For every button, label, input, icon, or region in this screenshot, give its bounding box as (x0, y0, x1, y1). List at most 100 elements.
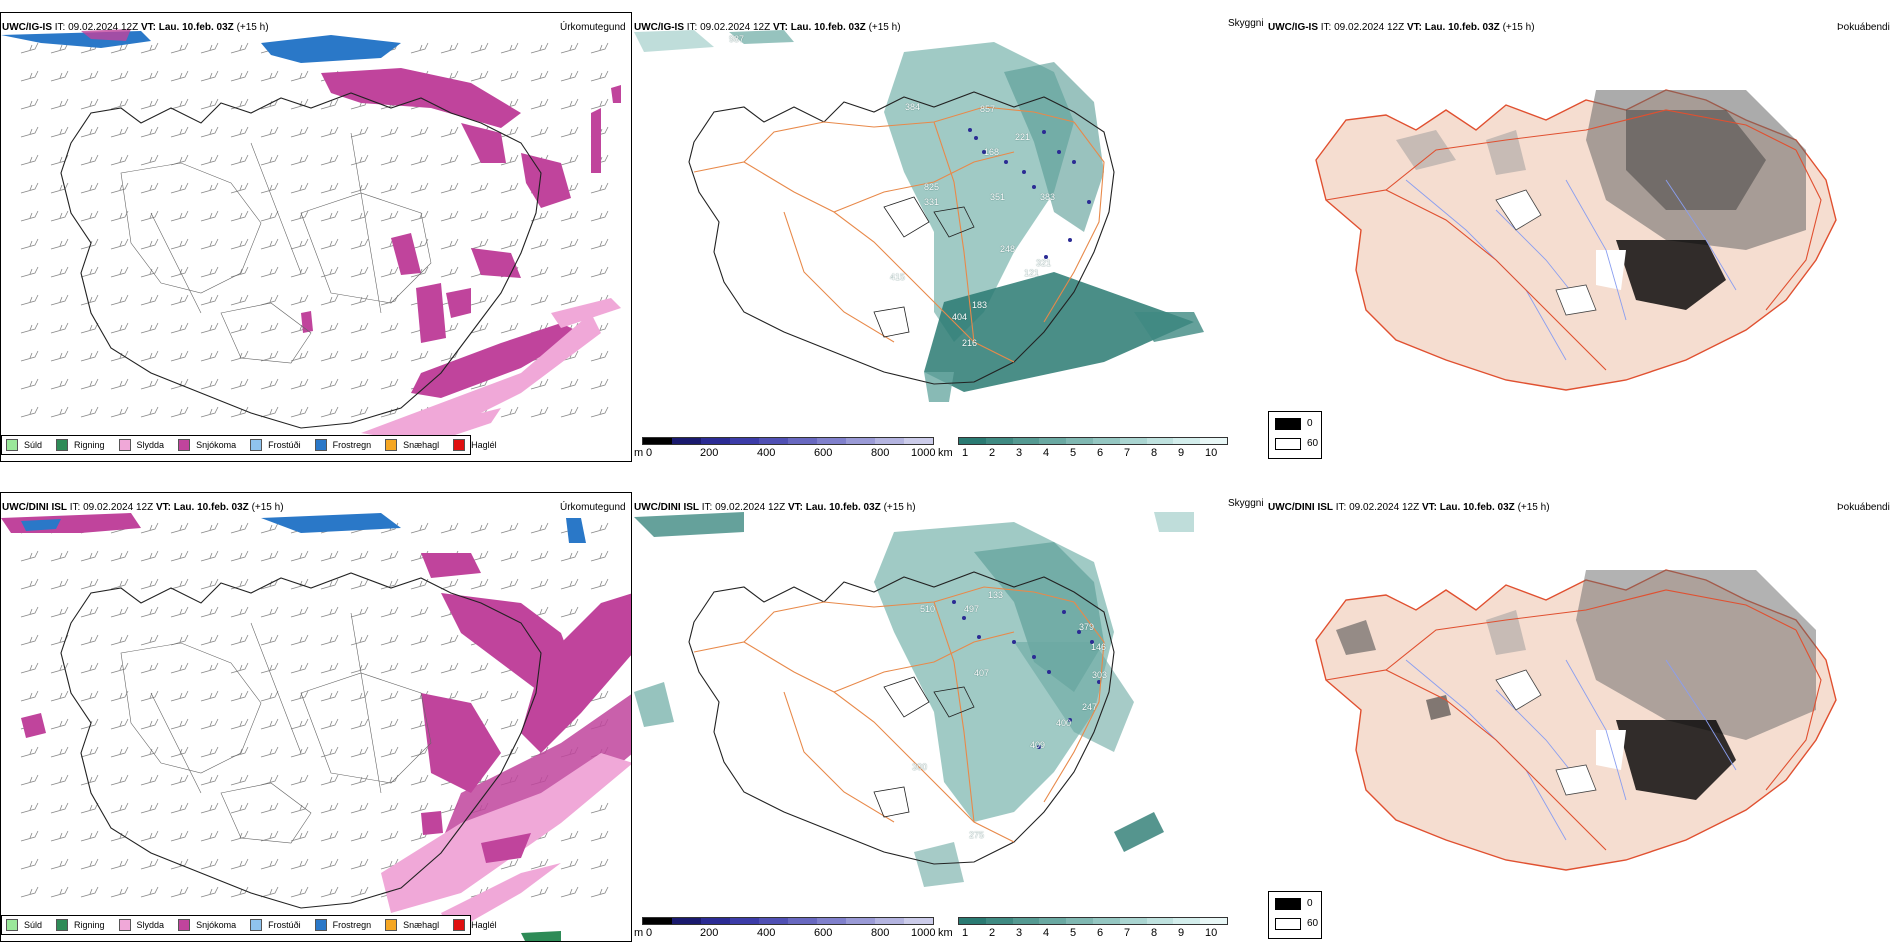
wind-barb (290, 886, 309, 898)
visibility-tick: 7 (1124, 447, 1131, 459)
wind-barb (80, 634, 99, 646)
legend-item: Frostúði (250, 439, 301, 451)
legend-item: Haglél (453, 439, 497, 451)
wind-barb (170, 126, 189, 138)
wind-barb (530, 266, 549, 278)
wind-barb (350, 886, 369, 898)
wind-barb (350, 126, 369, 138)
wind-barb (170, 550, 189, 562)
wind-barb (260, 606, 279, 618)
wind-barb (500, 238, 519, 250)
wind-barb (560, 154, 579, 166)
glacier-outlines (873, 676, 975, 818)
wind-barb (50, 378, 69, 390)
legend-item: Snæhagl (385, 439, 439, 451)
wind-barb (500, 70, 519, 82)
wind-barb (200, 378, 219, 390)
wind-barb (380, 210, 399, 222)
wind-barb (440, 322, 459, 334)
precip-title-bottom: Úrkomutegund (560, 502, 626, 513)
wind-barb (80, 858, 99, 870)
wind-barb (20, 70, 39, 82)
wind-barb (590, 858, 609, 870)
visibility-tick: 10 (1205, 927, 1218, 939)
colorbar-segment (846, 918, 875, 924)
wind-barb (320, 802, 339, 814)
wind-barb (350, 550, 369, 562)
wind-barb (290, 718, 309, 730)
station-value: 121 (1024, 268, 1040, 278)
colorbar-segment (985, 438, 1013, 444)
visibility-tick: 2 (989, 447, 996, 459)
wind-barb (380, 322, 399, 334)
station-value: 415 (890, 272, 906, 282)
colorbar-segment (1066, 438, 1093, 444)
wind-barb (260, 802, 279, 814)
wind-barb (170, 802, 189, 814)
wind-barb (20, 746, 39, 758)
wind-barb (380, 774, 399, 786)
ceiling-colorbar-top (642, 437, 934, 445)
wind-barb (110, 322, 129, 334)
wind-barb (170, 42, 189, 54)
visibility-areas (634, 30, 1204, 402)
legend-item: Haglél (453, 919, 497, 931)
wind-barb (590, 378, 609, 390)
visibility-colorbar-top (958, 437, 1228, 445)
wind-barb (140, 662, 159, 674)
wind-barb (410, 266, 429, 278)
wind-barb (80, 746, 99, 758)
model-name: UWC/IG-IS (2, 22, 52, 33)
wind-barb (590, 182, 609, 194)
station-value: 987 (729, 34, 745, 44)
wind-barb (110, 690, 129, 702)
sky-title-top: Skyggni (1228, 18, 1264, 29)
colorbar-segment (1039, 918, 1067, 924)
wind-barb (500, 550, 519, 562)
wind-barb (110, 238, 129, 250)
colorbar-segment (1092, 438, 1120, 444)
wind-barb (20, 830, 39, 842)
wind-barb (200, 210, 219, 222)
wind-barb (200, 70, 219, 82)
wind-barb (110, 406, 129, 418)
wind-barb (290, 746, 309, 758)
colorbar-segment (1119, 918, 1147, 924)
precip-areas (1, 29, 621, 453)
precip-areas (1, 513, 631, 941)
wind-barb (470, 42, 489, 54)
fog-header-bottom: UWC/DINI ISL IT: 09.02.2024 12Z VT: Lau.… (1268, 502, 1550, 513)
wind-barb (290, 378, 309, 390)
station-value: 379 (1079, 622, 1095, 632)
wind-barb (80, 886, 99, 898)
wind-barb (260, 662, 279, 674)
station-value: 409 (1030, 740, 1046, 750)
wind-barb (350, 802, 369, 814)
wind-barb (350, 406, 369, 418)
ceiling-tick: 800 (871, 927, 890, 939)
visibility-unit: km (938, 927, 953, 939)
wind-barb (50, 98, 69, 110)
wind-barb (80, 70, 99, 82)
wind-barb (590, 690, 609, 702)
wind-barb (20, 774, 39, 786)
colorbar-segment (1012, 438, 1040, 444)
wind-barb (440, 350, 459, 362)
wind-barb (380, 550, 399, 562)
ceiling-dots (968, 128, 1091, 259)
wind-barb (530, 378, 549, 390)
wind-barb (350, 858, 369, 870)
station-value: 825 (924, 182, 940, 192)
sky-header-top: UWC/IG-IS IT: 09.02.2024 12Z VT: Lau. 10… (634, 22, 901, 33)
precip-legend-bottom: Súld Rigning Slydda Snjókoma Frostúði Fr… (1, 915, 497, 935)
wind-barb (410, 350, 429, 362)
wind-barb (50, 718, 69, 730)
wind-barb (200, 238, 219, 250)
wind-barb (290, 830, 309, 842)
wind-barb (320, 746, 339, 758)
wind-barb (440, 522, 459, 534)
iceland-outline (60, 92, 542, 429)
wind-barb (140, 210, 159, 222)
wind-barb (530, 294, 549, 306)
wind-barb (140, 294, 159, 306)
